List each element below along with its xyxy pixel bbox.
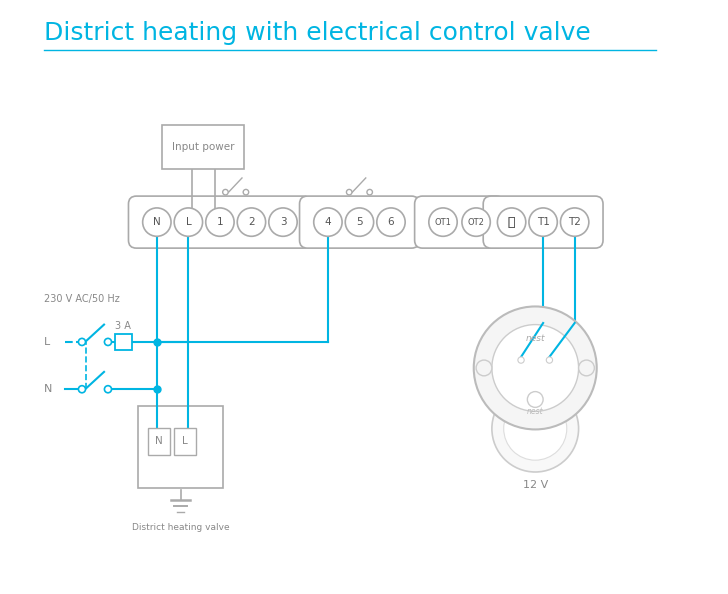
Text: nest: nest (526, 334, 545, 343)
Circle shape (367, 189, 373, 195)
Circle shape (269, 208, 297, 236)
Text: L: L (44, 337, 50, 347)
Circle shape (104, 339, 111, 346)
FancyBboxPatch shape (138, 406, 223, 488)
Circle shape (504, 397, 567, 460)
Text: L: L (182, 436, 188, 446)
Text: 5: 5 (356, 217, 363, 227)
Circle shape (497, 208, 526, 236)
FancyBboxPatch shape (128, 196, 312, 248)
Circle shape (492, 324, 579, 411)
Text: 6: 6 (388, 217, 395, 227)
Circle shape (462, 208, 490, 236)
FancyBboxPatch shape (162, 125, 245, 169)
Text: 3: 3 (280, 217, 286, 227)
Text: nest: nest (527, 407, 544, 416)
Circle shape (143, 208, 171, 236)
Text: 230 V AC/50 Hz: 230 V AC/50 Hz (44, 295, 120, 304)
Text: L: L (186, 217, 191, 227)
Text: T2: T2 (569, 217, 581, 227)
FancyBboxPatch shape (115, 334, 132, 350)
Circle shape (314, 208, 342, 236)
Circle shape (561, 208, 589, 236)
Circle shape (429, 208, 457, 236)
Circle shape (492, 386, 579, 472)
FancyBboxPatch shape (149, 428, 170, 454)
Circle shape (474, 307, 597, 429)
Circle shape (223, 189, 228, 195)
Circle shape (347, 189, 352, 195)
Text: 1: 1 (217, 217, 223, 227)
Circle shape (529, 208, 558, 236)
Text: 2: 2 (248, 217, 255, 227)
Circle shape (377, 208, 405, 236)
Text: OT2: OT2 (467, 217, 485, 227)
Text: 12 V: 12 V (523, 481, 548, 491)
Circle shape (243, 189, 249, 195)
Circle shape (579, 360, 594, 376)
Text: 4: 4 (325, 217, 331, 227)
Text: District heating with electrical control valve: District heating with electrical control… (44, 21, 591, 45)
Circle shape (174, 208, 202, 236)
Circle shape (546, 357, 553, 363)
FancyBboxPatch shape (299, 196, 419, 248)
FancyBboxPatch shape (415, 196, 505, 248)
Circle shape (237, 208, 266, 236)
Circle shape (104, 386, 111, 393)
Text: N: N (153, 217, 161, 227)
Text: Input power: Input power (172, 142, 234, 152)
FancyBboxPatch shape (483, 196, 603, 248)
Text: N: N (155, 436, 163, 446)
Text: T1: T1 (537, 217, 550, 227)
Text: ⏚: ⏚ (508, 216, 515, 229)
Text: OT1: OT1 (435, 217, 451, 227)
Text: 3 A: 3 A (115, 321, 131, 331)
Circle shape (345, 208, 373, 236)
Circle shape (206, 208, 234, 236)
Circle shape (79, 386, 85, 393)
Circle shape (476, 360, 492, 376)
Circle shape (527, 391, 543, 407)
Text: ⏚: ⏚ (508, 216, 515, 229)
Text: N: N (44, 384, 52, 394)
Circle shape (79, 339, 85, 346)
Circle shape (518, 357, 524, 363)
FancyBboxPatch shape (174, 428, 197, 454)
Text: District heating valve: District heating valve (132, 523, 229, 532)
